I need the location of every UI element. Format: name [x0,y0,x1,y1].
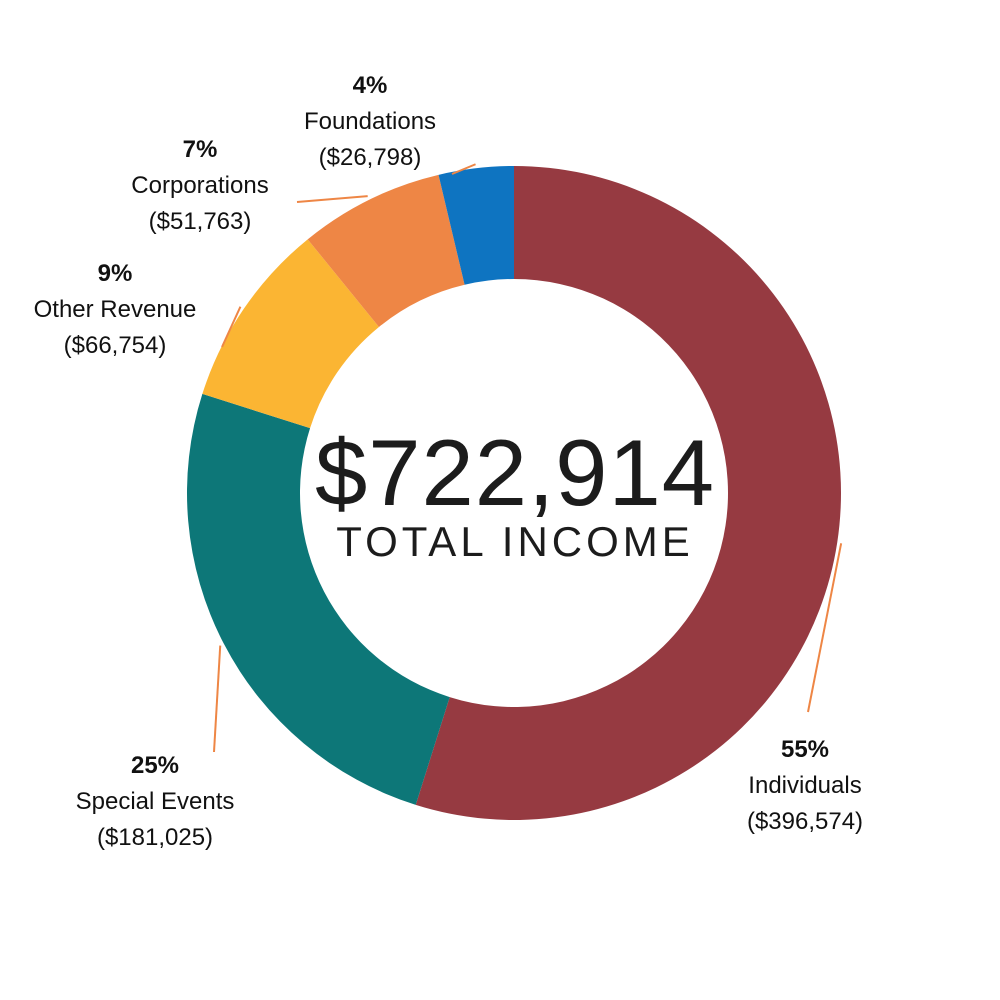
leader-line-individuals [807,543,843,713]
slice-name: Individuals [748,772,862,799]
slice-amount: ($396,574) [746,808,864,835]
slice-percent: 55% [780,736,830,763]
slice-amount: ($66,754) [63,332,167,359]
slice-label-foundations: 4% Foundations ($26,798) [270,68,470,176]
slice-amount: ($26,798) [318,144,422,171]
leader-line-other-revenue [221,306,242,348]
leader-line-foundations [451,163,476,175]
total-income-label: TOTAL INCOME [336,518,694,565]
slice-special-events [186,393,450,805]
slice-foundations [438,166,514,285]
slice-percent: 25% [130,752,180,779]
slice-corporations [307,174,465,327]
slice-label-other-revenue: 9% Other Revenue ($66,754) [10,256,220,364]
leader-line-corporations [296,195,368,203]
slice-amount: ($181,025) [96,824,214,851]
slice-percent: 7% [182,136,218,163]
slice-percent: 4% [352,72,388,99]
slice-percent: 9% [97,260,133,287]
leader-line-special-events [213,645,222,753]
slice-name: Corporations [131,172,269,199]
slice-label-individuals: 55% Individuals ($396,574) [700,732,910,840]
slice-name: Other Revenue [33,296,197,323]
slice-label-corporations: 7% Corporations ($51,763) [100,132,300,240]
slice-amount: ($51,763) [148,208,252,235]
slice-name: Foundations [303,108,437,135]
slice-other-revenue [202,239,379,429]
slice-label-special-events: 25% Special Events ($181,025) [45,748,265,856]
slice-name: Special Events [75,788,235,815]
slice-individuals [415,166,842,821]
total-income-value: $722,914 [314,420,716,525]
